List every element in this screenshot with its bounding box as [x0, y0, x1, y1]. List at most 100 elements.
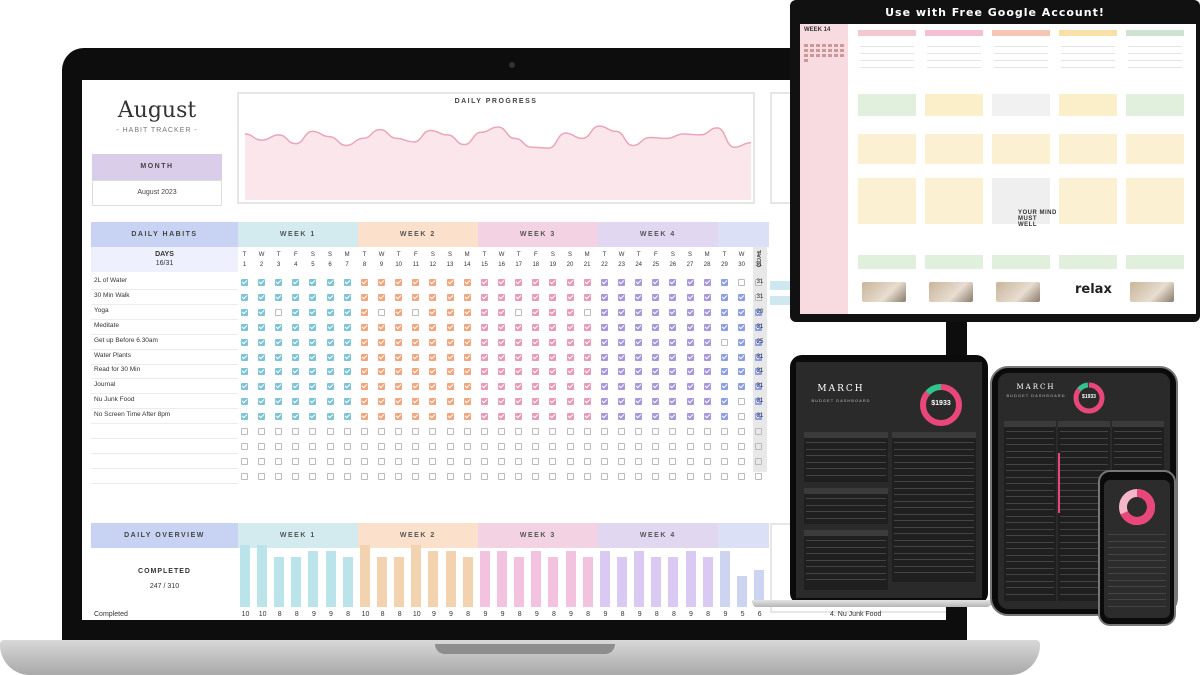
habit-checkbox[interactable] — [463, 293, 471, 301]
habit-checkbox[interactable] — [241, 442, 248, 450]
habit-checkbox[interactable] — [463, 457, 471, 465]
habit-checkbox[interactable] — [378, 442, 386, 450]
habit-checkbox[interactable] — [601, 442, 608, 450]
habit-checkbox[interactable] — [498, 279, 506, 286]
habit-checkbox[interactable] — [412, 323, 420, 331]
habit-checkbox[interactable] — [481, 338, 488, 346]
habit-checkbox[interactable] — [738, 353, 746, 361]
habit-checkbox[interactable] — [686, 279, 694, 286]
habit-checkbox[interactable] — [275, 442, 283, 450]
habit-checkbox[interactable] — [361, 338, 368, 346]
habit-checkbox[interactable] — [309, 457, 317, 465]
habit-checkbox[interactable] — [258, 428, 266, 435]
habit-checkbox[interactable] — [635, 353, 643, 361]
habit-checkbox[interactable] — [292, 428, 300, 435]
habit-checkbox[interactable] — [429, 323, 437, 331]
habit-checkbox[interactable] — [326, 338, 334, 346]
habit-checkbox[interactable] — [738, 413, 746, 421]
habit-checkbox[interactable] — [703, 323, 711, 331]
habit-checkbox[interactable] — [738, 338, 746, 346]
habit-checkbox[interactable] — [343, 442, 351, 450]
habit-checkbox[interactable] — [481, 308, 488, 316]
habit-checkbox[interactable] — [703, 279, 711, 286]
habit-checkbox[interactable] — [309, 353, 317, 361]
habit-checkbox[interactable] — [566, 472, 574, 480]
habit-checkbox[interactable] — [601, 398, 608, 406]
habit-checkbox[interactable] — [618, 413, 626, 421]
habit-checkbox[interactable] — [395, 323, 403, 331]
habit-checkbox[interactable] — [652, 413, 660, 421]
habit-checkbox[interactable] — [378, 413, 386, 421]
habit-checkbox[interactable] — [566, 442, 574, 450]
habit-checkbox[interactable] — [343, 368, 351, 376]
habit-checkbox[interactable] — [361, 428, 368, 435]
habit-checkbox[interactable] — [738, 308, 746, 316]
habit-checkbox[interactable] — [618, 338, 626, 346]
habit-checkbox[interactable] — [309, 472, 317, 480]
habit-checkbox[interactable] — [583, 472, 591, 480]
habit-checkbox[interactable] — [463, 368, 471, 376]
habit-checkbox[interactable] — [721, 338, 728, 346]
habit-checkbox[interactable] — [258, 338, 266, 346]
habit-checkbox[interactable] — [652, 398, 660, 406]
habit-checkbox[interactable] — [309, 413, 317, 421]
habit-checkbox[interactable] — [395, 338, 403, 346]
habit-checkbox[interactable] — [498, 398, 506, 406]
habit-checkbox[interactable] — [241, 338, 248, 346]
habit-checkbox[interactable] — [463, 428, 471, 435]
habit-checkbox[interactable] — [429, 353, 437, 361]
habit-checkbox[interactable] — [429, 338, 437, 346]
habit-checkbox[interactable] — [498, 338, 506, 346]
habit-checkbox[interactable] — [258, 308, 266, 316]
habit-checkbox[interactable] — [309, 279, 317, 286]
habit-checkbox[interactable] — [618, 472, 626, 480]
habit-checkbox[interactable] — [532, 398, 540, 406]
habit-checkbox[interactable] — [292, 279, 300, 286]
habit-checkbox[interactable] — [258, 472, 266, 480]
habit-checkbox[interactable] — [635, 308, 643, 316]
habit-checkbox[interactable] — [601, 428, 608, 435]
habit-checkbox[interactable] — [652, 428, 660, 435]
habit-checkbox[interactable] — [669, 457, 677, 465]
habit-checkbox[interactable] — [412, 338, 420, 346]
habit-checkbox[interactable] — [309, 323, 317, 331]
habit-checkbox[interactable] — [378, 293, 386, 301]
habit-checkbox[interactable] — [378, 428, 386, 435]
habit-checkbox[interactable] — [275, 457, 283, 465]
habit-checkbox[interactable] — [241, 413, 248, 421]
habit-checkbox[interactable] — [738, 293, 746, 301]
habit-checkbox[interactable] — [498, 383, 506, 391]
habit-name[interactable]: 2L of Water — [94, 277, 128, 284]
habit-checkbox[interactable] — [378, 279, 386, 286]
habit-checkbox[interactable] — [292, 368, 300, 376]
habit-checkbox[interactable] — [549, 383, 557, 391]
habit-checkbox[interactable] — [601, 472, 608, 480]
habit-checkbox[interactable] — [463, 308, 471, 316]
habit-checkbox[interactable] — [515, 293, 523, 301]
habit-checkbox[interactable] — [721, 293, 728, 301]
habit-checkbox[interactable] — [481, 413, 488, 421]
habit-checkbox[interactable] — [515, 442, 523, 450]
habit-checkbox[interactable] — [343, 293, 351, 301]
habit-checkbox[interactable] — [258, 457, 266, 465]
habit-checkbox[interactable] — [258, 368, 266, 376]
habit-checkbox[interactable] — [361, 383, 368, 391]
habit-checkbox[interactable] — [326, 308, 334, 316]
habit-checkbox[interactable] — [412, 442, 420, 450]
habit-checkbox[interactable] — [463, 413, 471, 421]
habit-checkbox[interactable] — [669, 472, 677, 480]
habit-checkbox[interactable] — [498, 368, 506, 376]
habit-checkbox[interactable] — [343, 472, 351, 480]
habit-checkbox[interactable] — [515, 368, 523, 376]
habit-checkbox[interactable] — [652, 383, 660, 391]
habit-checkbox[interactable] — [549, 293, 557, 301]
habit-checkbox[interactable] — [652, 308, 660, 316]
habit-checkbox[interactable] — [583, 368, 591, 376]
habit-checkbox[interactable] — [429, 428, 437, 435]
habit-checkbox[interactable] — [326, 279, 334, 286]
habit-checkbox[interactable] — [583, 279, 591, 286]
habit-checkbox[interactable] — [618, 442, 626, 450]
habit-checkbox[interactable] — [755, 457, 763, 465]
habit-checkbox[interactable] — [429, 308, 437, 316]
habit-checkbox[interactable] — [309, 398, 317, 406]
